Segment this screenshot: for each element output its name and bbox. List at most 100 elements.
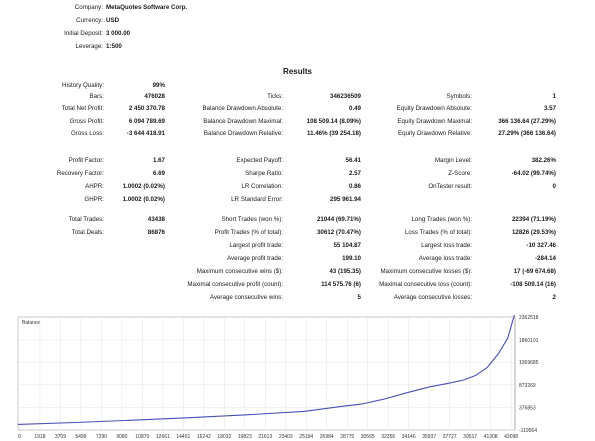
stat-label: Sharpe Ratio: xyxy=(245,170,283,177)
x-tick-label: 34146 xyxy=(402,434,416,440)
stat-label: Maximal consecutive loss (count): xyxy=(379,281,472,288)
stat-label: AHPR: xyxy=(85,183,104,190)
stat-label: Average consecutive losses: xyxy=(393,294,472,301)
stat-value: 2.57 xyxy=(348,170,361,177)
stat-label: LR Correlation: xyxy=(241,183,283,190)
stat-value: 108 509.14 (8.09%) xyxy=(306,118,361,125)
stat-value: -284.14 xyxy=(535,255,556,262)
stat-value: 6 094 789.69 xyxy=(128,118,165,125)
y-tick-label: 1860101 xyxy=(519,338,539,344)
stat-label: Balance Drawdown Relative: xyxy=(203,130,283,137)
stat-label: GHPR: xyxy=(84,196,104,203)
stat-label: Average profit trade: xyxy=(227,255,283,262)
stat-value: -64.02 (99.74%) xyxy=(511,170,556,177)
stat-label: Balance Drawdown Maximal: xyxy=(203,118,283,125)
x-tick-label: 23403 xyxy=(279,434,293,440)
stat-value: 86876 xyxy=(147,229,165,236)
stat-value: 2 xyxy=(552,294,556,301)
stat-label: Equity Drawdown Relative: xyxy=(398,130,472,137)
stat-value: 2 450 370.78 xyxy=(128,105,165,112)
stat-value: -108 509.14 (16) xyxy=(510,281,556,288)
stat-label: Equity Drawdown Maximal: xyxy=(397,118,472,125)
stat-value: 11.46% (39 254.18) xyxy=(306,130,361,137)
x-tick-label: 0 xyxy=(18,434,21,440)
stat-label: Symbols: xyxy=(446,93,472,100)
y-tick-label: 873269 xyxy=(519,383,536,389)
stat-label: Short Trades (won %): xyxy=(221,216,283,223)
x-tick-label: 3709 xyxy=(55,434,66,440)
stat-label: Margin Level: xyxy=(434,157,472,164)
x-tick-label: 39517 xyxy=(463,434,477,440)
chart-frame xyxy=(17,316,516,431)
stat-label: Profit Trades (% of total): xyxy=(214,229,283,236)
stat-label: Average loss trade: xyxy=(418,255,472,262)
stat-value: 6.69 xyxy=(152,170,165,177)
header-label: Currency: xyxy=(76,17,103,24)
stat-value: 1 xyxy=(552,93,556,100)
x-tick-label: 14451 xyxy=(176,434,190,440)
stat-value: 0.86 xyxy=(348,183,361,190)
stat-label: Z-Score: xyxy=(448,170,472,177)
stat-label: Equity Drawdown Absolute: xyxy=(396,105,472,112)
stat-label: LR Standard Error: xyxy=(231,196,283,203)
stat-label: Balance Drawdown Absolute: xyxy=(202,105,284,112)
balance-series-line xyxy=(17,315,515,425)
stat-label: Maximal consecutive profit (count): xyxy=(187,281,283,288)
stat-value: 43438 xyxy=(147,216,165,223)
stat-value: 346236509 xyxy=(330,93,361,100)
stat-value: -3 644 418.91 xyxy=(126,130,165,137)
stat-value: 0.49 xyxy=(348,105,361,112)
y-tick-label: 2362518 xyxy=(519,315,539,321)
header-value: 3 000.00 xyxy=(106,30,131,37)
y-tick-label: 1369685 xyxy=(519,360,539,366)
stat-value: 21044 (69.71%) xyxy=(316,216,361,223)
header-value: USD xyxy=(106,17,120,24)
stat-value: 30612 (70.47%) xyxy=(316,229,361,236)
x-tick-label: 37727 xyxy=(443,434,457,440)
stat-value: 0 xyxy=(552,183,556,190)
stat-value: 1.0002 (0.02%) xyxy=(122,196,165,203)
x-tick-label: 18032 xyxy=(217,434,231,440)
x-tick-label: 16242 xyxy=(197,434,211,440)
stat-label: Loss Trades (% of total): xyxy=(404,229,472,236)
stat-value: 295 961.94 xyxy=(330,196,361,203)
stat-value: 55 104.87 xyxy=(333,242,361,249)
stat-label: History Quality: xyxy=(62,82,104,89)
x-tick-label: 19823 xyxy=(238,434,252,440)
y-tick-label: -119564 xyxy=(519,428,537,434)
stat-value: 1.67 xyxy=(152,157,165,164)
x-tick-label: 12661 xyxy=(156,434,170,440)
stat-value: 5 xyxy=(357,294,361,301)
header-value: 1:500 xyxy=(106,43,122,50)
stat-value: 22394 (71.19%) xyxy=(511,216,556,223)
stat-value: 1.0002 (0.02%) xyxy=(122,183,165,190)
x-tick-label: 32356 xyxy=(381,434,395,440)
x-tick-label: 41308 xyxy=(484,434,498,440)
stat-label: Gross Loss: xyxy=(70,130,104,137)
x-tick-label: 28775 xyxy=(340,434,354,440)
stat-value: 476028 xyxy=(144,93,165,100)
header-label: Leverage: xyxy=(75,43,103,50)
results-title: Results xyxy=(283,67,312,76)
stat-value: 366 136.64 (27.29%) xyxy=(498,118,556,125)
stat-label: Profit Factor: xyxy=(68,157,104,164)
stat-label: Bars: xyxy=(89,93,104,100)
x-tick-label: 9080 xyxy=(116,434,127,440)
stat-label: Average consecutive wins: xyxy=(209,294,283,301)
stat-value: 17 (-69 674.68) xyxy=(513,268,556,275)
stat-value: 382.26% xyxy=(531,157,556,164)
x-tick-label: 35937 xyxy=(422,434,436,440)
stat-label: Total Deals: xyxy=(71,229,104,236)
stat-label: Maximum consecutive losses ($): xyxy=(380,268,472,275)
stat-value: -10 327.46 xyxy=(526,242,556,249)
stat-value: 43 (195.35) xyxy=(329,268,361,275)
header-label: Company: xyxy=(74,4,103,11)
balance-chart: Balance 2362518 1860101 1369685 873269 37685… xyxy=(17,315,539,440)
stat-value: 27.29% (366 136.64) xyxy=(498,130,556,137)
stat-label: Total Trades: xyxy=(68,216,104,223)
stat-value: 199.10 xyxy=(342,255,361,262)
stat-label: Recovery Factor: xyxy=(56,170,104,177)
stat-label: Gross Profit: xyxy=(69,118,104,125)
x-tick-label: 7290 xyxy=(96,434,107,440)
stat-label: Largest profit trade: xyxy=(229,242,283,249)
